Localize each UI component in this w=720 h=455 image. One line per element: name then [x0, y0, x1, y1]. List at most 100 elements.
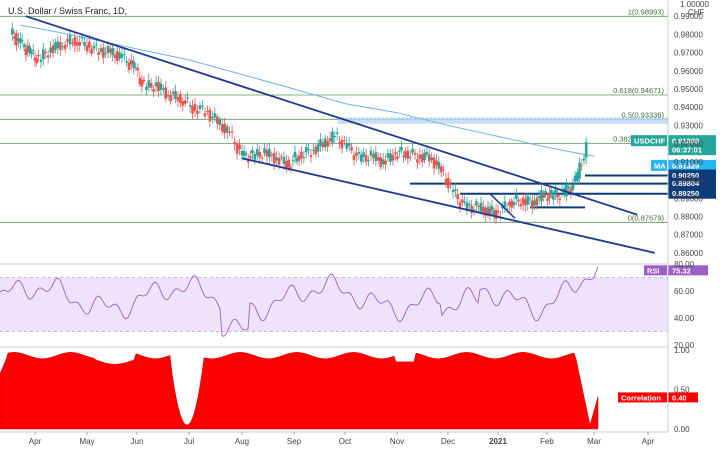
candle-body [145, 86, 148, 90]
candle-body [220, 124, 224, 132]
candle-body [548, 192, 551, 199]
candle-body [258, 151, 261, 158]
badge-name-box [651, 159, 667, 171]
candle-body [11, 28, 14, 35]
rsi-value-box [668, 265, 708, 276]
candle-body [215, 116, 219, 124]
candle-body [510, 200, 514, 208]
rsi-value: 75.32 [672, 266, 691, 275]
candle-body [230, 131, 234, 133]
candle-body [328, 138, 332, 142]
x-tick-label: Apr [29, 437, 42, 446]
candle-body [519, 204, 523, 207]
candle-body [446, 177, 450, 189]
candle-body [374, 152, 378, 162]
candle-body [193, 103, 197, 111]
candle-body [386, 153, 390, 158]
candle-body [251, 150, 254, 154]
candle-body [569, 187, 573, 193]
candle-body [340, 139, 344, 149]
candle-body [244, 153, 248, 155]
candle-body [396, 156, 399, 160]
candle-body [56, 41, 60, 49]
candle-body [369, 150, 373, 156]
candle-body [376, 157, 380, 161]
badge-value: 0.90250 [672, 171, 699, 180]
rsi-name-box [644, 265, 667, 276]
candle-body [140, 79, 144, 87]
candle-body [80, 37, 84, 39]
candle-body [384, 160, 387, 165]
candle-body [338, 142, 341, 144]
candle-body [503, 201, 507, 208]
candle-body [304, 147, 308, 153]
candle-body [576, 172, 579, 182]
candle-body [287, 159, 291, 167]
candle-body [389, 153, 392, 162]
candle-body [240, 150, 244, 156]
candle-body [265, 149, 269, 157]
candle-body [411, 148, 414, 153]
candle-body [213, 113, 217, 118]
candle-body [482, 206, 485, 213]
candle-body [521, 197, 525, 205]
candle-body [201, 105, 204, 107]
candle-body [442, 169, 445, 171]
candle-body [406, 150, 410, 159]
candle-body [367, 160, 370, 162]
price-tick-label: 0.90000 [674, 176, 703, 185]
candle-body [355, 152, 358, 156]
candle-body [218, 119, 222, 125]
x-tick-label: Mar [587, 437, 601, 446]
candle-body [413, 152, 417, 155]
correlation-tick-label: 0.50 [674, 386, 690, 395]
chart-title: U.S. Dollar / Swiss Franc, 1D, [8, 6, 127, 16]
candle-body [514, 194, 518, 199]
candle-body [439, 166, 443, 173]
candle-body [470, 205, 473, 214]
price-tick-label: 0.94000 [674, 103, 703, 112]
badge-value-box [668, 187, 716, 199]
candle-body [111, 47, 114, 56]
candle-body [109, 48, 112, 53]
trendline [241, 157, 656, 254]
candle-body [125, 60, 128, 63]
candle-body [249, 156, 252, 158]
price-tick-label: 0.93000 [674, 121, 703, 130]
candle-body [92, 45, 96, 49]
candle-body [171, 91, 175, 94]
badge-name-box [631, 135, 667, 147]
correlation-value: 0.40 [672, 393, 687, 402]
candle-body [19, 38, 22, 44]
price-tick-label: 0.92000 [674, 140, 703, 149]
candle-body [571, 184, 575, 190]
candle-body [517, 199, 520, 202]
candle-body [465, 202, 469, 212]
candle-body [228, 131, 231, 133]
price-badge: MA 0.91329 [651, 159, 716, 171]
correlation-tick-label: 0.00 [674, 425, 690, 434]
candle-body [132, 61, 135, 69]
candle-body [297, 155, 301, 161]
rsi-tick-label: 20.00 [674, 341, 695, 350]
candle-body [118, 52, 121, 59]
candle-body [17, 38, 20, 42]
candle-body [554, 189, 557, 194]
candle-body [242, 151, 246, 157]
candle-body [44, 51, 48, 54]
x-tick-label: Nov [390, 437, 404, 446]
candle-body [418, 154, 422, 159]
trendline [25, 15, 638, 216]
candle-body [33, 57, 37, 61]
candle-body [206, 111, 209, 113]
candle-body [164, 87, 168, 99]
badge-value: 0.91329 [672, 161, 699, 170]
candle-body [142, 79, 146, 82]
price-tick-label: 0.86000 [674, 249, 703, 258]
candle-body [35, 58, 39, 64]
candle-body [537, 195, 541, 198]
candle-body [428, 154, 431, 162]
candle-body [15, 33, 18, 46]
candle-body [208, 109, 212, 122]
